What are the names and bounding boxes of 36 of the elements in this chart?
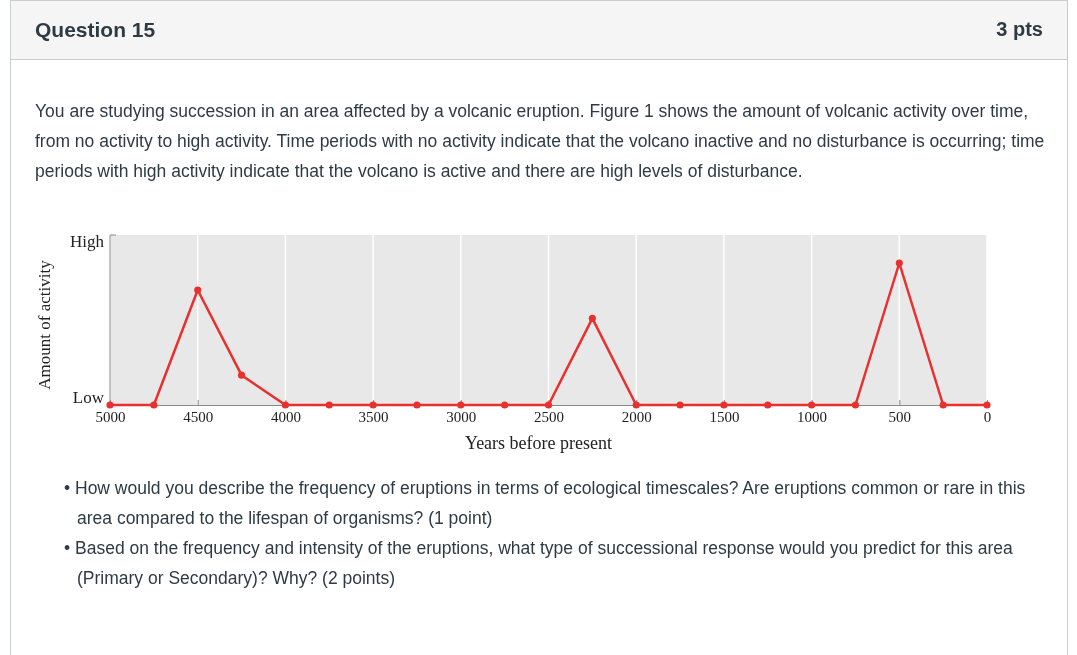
- x-tick-label: 1500: [709, 408, 740, 425]
- text: High: [70, 232, 105, 251]
- x-tick-label: 3500: [358, 408, 389, 425]
- point: [588, 314, 596, 322]
- x-tick-label: 4000: [270, 408, 301, 425]
- point: [150, 401, 158, 409]
- text: Low: [72, 388, 105, 407]
- point: [676, 401, 684, 409]
- point: [369, 401, 377, 409]
- x-tick-label: 3000: [446, 408, 477, 425]
- point: [851, 401, 860, 409]
- x-tick-label: 2000: [621, 408, 652, 425]
- point: [939, 401, 947, 409]
- x-tick-label: 4500: [183, 408, 214, 425]
- point: [325, 401, 333, 409]
- x-tick-label: 0: [983, 408, 992, 425]
- point: [413, 401, 421, 409]
- point: [632, 401, 640, 409]
- point: [281, 401, 289, 409]
- x-axis-title: Years before present: [464, 433, 613, 453]
- text: • Based on the frequency and intensity of the eruptions, what type of successional response would you predict for this area (Primary or Secondary)? Why? (2 points): [64, 537, 1014, 590]
- y-axis-title: Amount of activity: [35, 259, 54, 390]
- x-tick-label: 2500: [534, 408, 564, 425]
- point: [895, 259, 903, 267]
- point: [544, 401, 553, 409]
- point: [764, 401, 772, 409]
- chart-subtitle: You are studying succession in an area affected by a volcanic eruption. Figure 1 shows the amount of volcanic activity over time, from no activity to high activity. Time periods with no activity indicate that the volcano inactive and no disturbance is occurring; time periods with high activity indicate that the volcano is active and there are high levels of disturbance.: [35, 100, 1045, 183]
- x-tick-label: 1000: [797, 408, 828, 425]
- chart-title: Question 15: [35, 18, 156, 42]
- point: [501, 401, 509, 409]
- point: [194, 286, 202, 294]
- point: [237, 371, 246, 379]
- text: 3 pts: [996, 18, 1043, 41]
- x-tick-label: 500: [888, 408, 912, 425]
- x-tick-label: 5000: [95, 408, 126, 425]
- text: • How would you describe the frequency of eruptions in terms of ecological timescales? Are eruptions common or rare in this area compared to the lifespan of organisms? (1 point): [64, 477, 1027, 530]
